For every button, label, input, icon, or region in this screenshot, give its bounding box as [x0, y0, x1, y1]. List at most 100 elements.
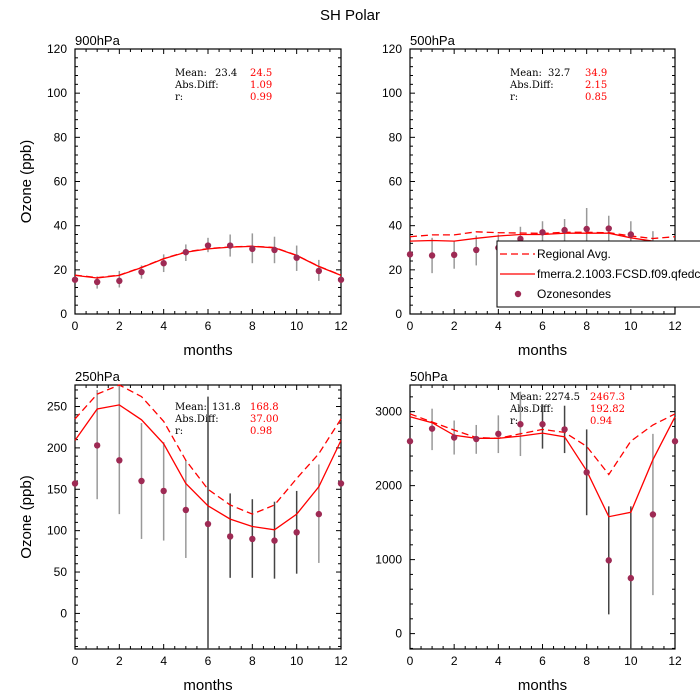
panel-500hPa: 0 2 4 6 8 10 12020406080100120500hPamonthsMean… [382, 33, 682, 359]
x-tick-label: 8 [583, 319, 590, 333]
ozonesonde-point [249, 535, 256, 543]
mean-label: Mean: [510, 68, 542, 79]
x-axis-label: months [183, 342, 232, 359]
ozonesonde-point [671, 438, 679, 445]
mean-label: Mean: [175, 68, 207, 79]
obs-mean-value: 2274.5 [545, 392, 580, 403]
r-label: r: [175, 426, 183, 437]
ozonesonde-point [473, 435, 480, 443]
x-tick-label: 12 [334, 654, 348, 668]
ozonesonde-point [138, 477, 145, 485]
ozonesonde-point [605, 225, 612, 232]
x-tick-label: 10 [624, 654, 638, 668]
x-tick-label: 4 [160, 319, 167, 333]
model-mean-value: 2467.3 [590, 392, 625, 403]
x-tick-label: 12 [668, 654, 682, 668]
x-tick-label: 0 [407, 319, 414, 333]
x-tick-label: 2 [116, 319, 123, 333]
obs-mean-value: 131.8 [212, 402, 241, 413]
mean-label: Mean: [175, 402, 207, 413]
y-tick-label: 250 [47, 400, 67, 414]
ozonesonde-point [627, 574, 635, 582]
ozonesonde-point [226, 242, 234, 249]
r-value: 0.85 [585, 92, 607, 103]
absdiff-label: Abs.Diff: [509, 80, 554, 91]
ozonesonde-point [93, 442, 101, 449]
regional-avg-line [409, 413, 676, 476]
x-tick-label: 0 [407, 654, 414, 668]
x-tick-label: 2 [116, 654, 123, 668]
y-tick-label: 40 [389, 219, 403, 233]
x-tick-label: 8 [249, 654, 256, 668]
obs-mean-value: 23.4 [215, 68, 237, 79]
absdiff-value: 192.82 [590, 404, 625, 415]
ozonesonde-point [204, 242, 212, 249]
model-mean-value: 34.9 [585, 68, 607, 79]
ozonesonde-point [71, 276, 79, 283]
ozonesonde-point [315, 510, 323, 518]
r-value: 0.98 [250, 426, 272, 437]
x-tick-label: 8 [249, 319, 256, 333]
r-label: r: [175, 92, 183, 103]
model-line [74, 404, 342, 531]
ozonesonde-point [450, 434, 458, 441]
y-tick-label: 150 [47, 482, 67, 496]
x-axis-label: months [518, 677, 567, 694]
ozonesonde-point [337, 480, 345, 487]
mean-label: Mean: [510, 392, 542, 403]
y-tick-label: 0 [60, 606, 67, 620]
model-mean-value: 168.8 [250, 402, 279, 413]
y-tick-label: 80 [54, 130, 68, 144]
legend-marker [514, 290, 522, 298]
x-tick-label: 6 [205, 654, 212, 668]
ozonesonde-point [315, 267, 323, 275]
r-value: 0.99 [250, 92, 272, 103]
ozonesonde-point [473, 246, 480, 254]
y-tick-label: 20 [389, 263, 403, 277]
y-tick-label: 100 [47, 524, 67, 538]
panel-50hPa: 0 2 4 6 8 10 12 0 1000 2000 3000 50hPa months Mean: 22… [375, 369, 682, 694]
r-value: 0.94 [590, 416, 612, 427]
x-tick-label: 10 [290, 319, 304, 333]
y-tick-label: 2000 [375, 479, 402, 493]
legend-label: Ozonesondes [537, 287, 611, 301]
ozonesonde-point [249, 245, 256, 253]
panel-label: 900hPa [75, 33, 121, 48]
ozonesonde-point [406, 438, 414, 445]
ozonesonde-point [293, 529, 300, 536]
panel-900hPa: 0 2 4 6 8 10 12020406080100120900hPamonthsOzon… [18, 33, 348, 359]
y-tick-label: 1000 [375, 553, 402, 567]
y-tick-label: 120 [382, 42, 402, 56]
r-label: r: [510, 416, 518, 427]
absdiff-label: Abs.Diff: [509, 404, 554, 415]
panel-label: 500hPa [410, 33, 456, 48]
y-tick-label: 40 [54, 219, 68, 233]
ozonesonde-point [160, 487, 167, 495]
y-tick-label: 0 [395, 627, 402, 641]
obs-mean-value: 32.7 [548, 68, 570, 79]
panel-label: 50hPa [410, 369, 448, 384]
y-tick-label: 60 [389, 175, 403, 189]
y-tick-label: 100 [47, 86, 67, 100]
ozonesonde-point [71, 480, 79, 487]
x-axis-label: months [518, 342, 567, 359]
model-mean-value: 24.5 [250, 68, 272, 79]
x-tick-label: 0 [72, 654, 79, 668]
x-tick-label: 4 [495, 654, 502, 668]
ozonesonde-point [583, 469, 590, 476]
legend-label: Regional Avg. [537, 247, 611, 261]
y-tick-label: 50 [54, 565, 68, 579]
ozonesonde-point [539, 229, 546, 236]
ozonesonde-point [337, 276, 345, 283]
ozonesonde-point [517, 421, 524, 428]
ozonesonde-point [561, 226, 568, 234]
x-tick-label: 6 [539, 319, 546, 333]
ozonesonde-point [583, 225, 590, 233]
ozonesonde-point [182, 248, 190, 256]
x-tick-label: 2 [451, 319, 458, 333]
x-tick-label: 12 [334, 319, 348, 333]
legend-label: fmerra.2.1003.FCSD.f09.qfedc [537, 267, 700, 281]
figure-title: SH Polar [320, 7, 380, 24]
y-tick-label: 0 [60, 307, 67, 321]
